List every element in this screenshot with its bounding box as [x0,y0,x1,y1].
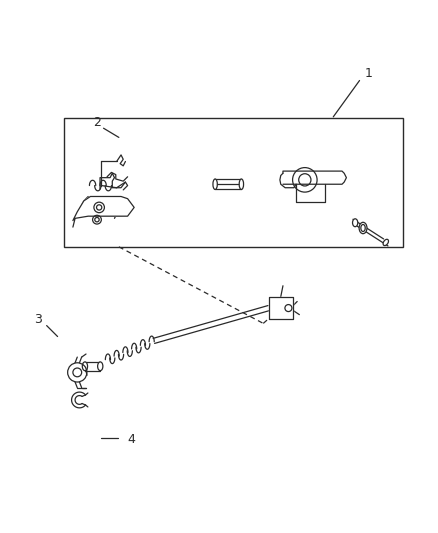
Ellipse shape [352,219,357,227]
Polygon shape [295,184,324,201]
Text: 3: 3 [34,312,42,326]
Ellipse shape [358,222,366,233]
Polygon shape [283,171,346,184]
Text: 4: 4 [127,433,135,446]
Ellipse shape [239,179,243,189]
Polygon shape [268,297,292,319]
Ellipse shape [382,239,388,246]
Bar [64,118,403,247]
Polygon shape [279,173,295,188]
Polygon shape [73,197,134,227]
Text: 2: 2 [93,116,101,128]
Ellipse shape [82,362,87,370]
Ellipse shape [360,224,364,231]
Ellipse shape [97,362,102,370]
Text: 1: 1 [364,68,371,80]
Ellipse shape [212,179,217,189]
